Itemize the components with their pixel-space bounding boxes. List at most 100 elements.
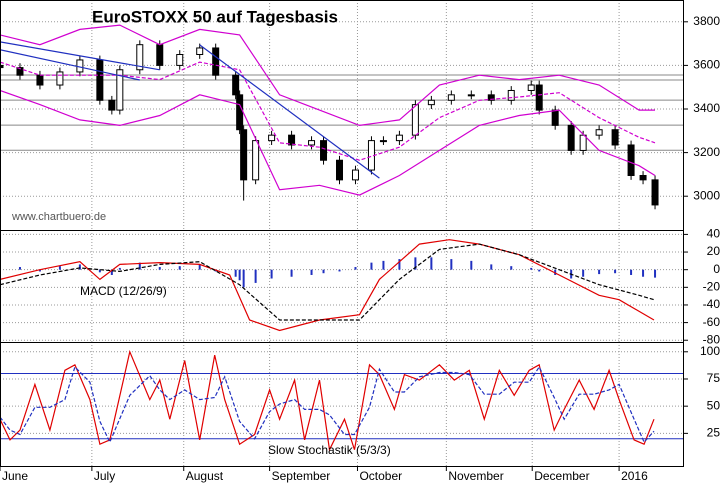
candle-body: [96, 59, 104, 101]
histogram-bar: [58, 266, 61, 270]
histogram-bar: [242, 269, 245, 288]
histogram-bar: [158, 267, 161, 270]
histogram-bar: [398, 259, 401, 270]
indicator-line: [0, 24, 655, 127]
candle-body: [595, 129, 603, 136]
histogram-bar: [642, 269, 645, 277]
candle-body: [232, 74, 240, 96]
y-tick-label: 25: [707, 426, 721, 440]
indicator-line: [0, 243, 655, 321]
candle-body: [395, 134, 403, 142]
candle-body: [36, 74, 44, 86]
y-tick-label: 100: [700, 344, 720, 358]
candle-body: [535, 84, 543, 111]
histogram-bar: [510, 266, 513, 270]
candle-body: [176, 54, 184, 66]
histogram-bar: [530, 267, 533, 270]
candle-body: [527, 84, 535, 91]
y-tick-label: 75: [707, 371, 721, 385]
x-tick-label: October: [359, 469, 402, 483]
candle-body: [136, 44, 144, 71]
histogram-bar: [322, 269, 325, 274]
histogram-bar: [538, 269, 541, 272]
chart-title: EuroSTOXX 50 auf Tagesbasis: [92, 7, 338, 26]
histogram-bar: [18, 267, 21, 270]
panel-frame: [0, 342, 684, 467]
y-tick-label: 3200: [693, 145, 720, 159]
histogram-bar: [234, 269, 237, 277]
candle-body: [487, 94, 495, 101]
histogram-bar: [598, 269, 601, 275]
indicator-line: [0, 89, 656, 196]
histogram-bar: [490, 264, 493, 270]
candle-body: [507, 89, 515, 101]
histogram-bar: [138, 262, 141, 270]
candle-body: [551, 109, 559, 126]
x-tick-label: December: [534, 469, 589, 483]
candle-body: [240, 129, 248, 181]
y-tick-label: 40: [707, 227, 721, 241]
candle-body: [351, 169, 359, 181]
candle-body: [639, 174, 647, 181]
x-tick-label: June: [2, 469, 28, 483]
candle-body: [212, 47, 220, 76]
panel-label: MACD (12/26/9): [80, 284, 167, 298]
histogram-bar: [450, 259, 453, 270]
histogram-bar: [310, 269, 313, 275]
x-tick-label: September: [272, 469, 331, 483]
y-tick-label: 3000: [693, 188, 720, 202]
histogram-bar: [198, 264, 201, 270]
candle-body: [56, 71, 64, 86]
candle-body: [627, 144, 635, 176]
histogram-bar: [630, 269, 633, 275]
histogram-bar: [414, 257, 417, 270]
histogram-bar: [338, 269, 341, 272]
candle-body: [268, 134, 276, 142]
candle-body: [447, 94, 455, 101]
annotation: www.chartbuero.de: [11, 211, 106, 223]
histogram-bar: [614, 269, 617, 274]
indicator-line: [0, 49, 140, 81]
histogram-bar: [654, 269, 657, 278]
candle-body: [252, 140, 260, 181]
y-tick-label: 3400: [693, 101, 720, 115]
y-tick-label: 0: [713, 262, 720, 276]
histogram-bar: [270, 269, 273, 279]
histogram-bar: [178, 266, 181, 270]
indicator-line: [0, 239, 655, 332]
candle-body: [308, 140, 316, 146]
histogram-bar: [110, 269, 113, 275]
y-tick-label: 3800: [693, 14, 720, 28]
candle-body: [579, 134, 587, 151]
candle-body: [196, 47, 204, 56]
y-tick-label: -40: [703, 297, 721, 311]
candle-body: [427, 99, 435, 106]
candle-body: [336, 159, 344, 181]
candle-body: [108, 99, 116, 111]
y-tick-label: 3600: [693, 58, 720, 72]
y-tick-label: -80: [703, 332, 721, 346]
indicator-line: [0, 61, 656, 161]
histogram-bar: [98, 269, 101, 273]
histogram-bar: [354, 267, 357, 270]
histogram-bar: [118, 267, 121, 270]
candle-body: [236, 94, 244, 131]
y-tick-label: 20: [707, 244, 721, 258]
histogram-bar: [582, 269, 585, 277]
candle-body: [411, 104, 419, 136]
x-tick-label: July: [94, 469, 115, 483]
candle-body: [156, 44, 164, 66]
histogram-bar: [370, 262, 373, 270]
histogram-bar: [470, 260, 473, 270]
x-tick-label: 2016: [621, 469, 648, 483]
y-tick-label: -60: [703, 315, 721, 329]
histogram-bar: [382, 260, 385, 270]
candle-body: [0, 64, 4, 69]
histogram-bar: [430, 257, 433, 270]
candle-body: [567, 124, 575, 151]
histogram-bar: [254, 269, 257, 283]
candle-body: [651, 179, 659, 206]
candle-body: [379, 140, 387, 143]
histogram-bar: [38, 269, 41, 272]
